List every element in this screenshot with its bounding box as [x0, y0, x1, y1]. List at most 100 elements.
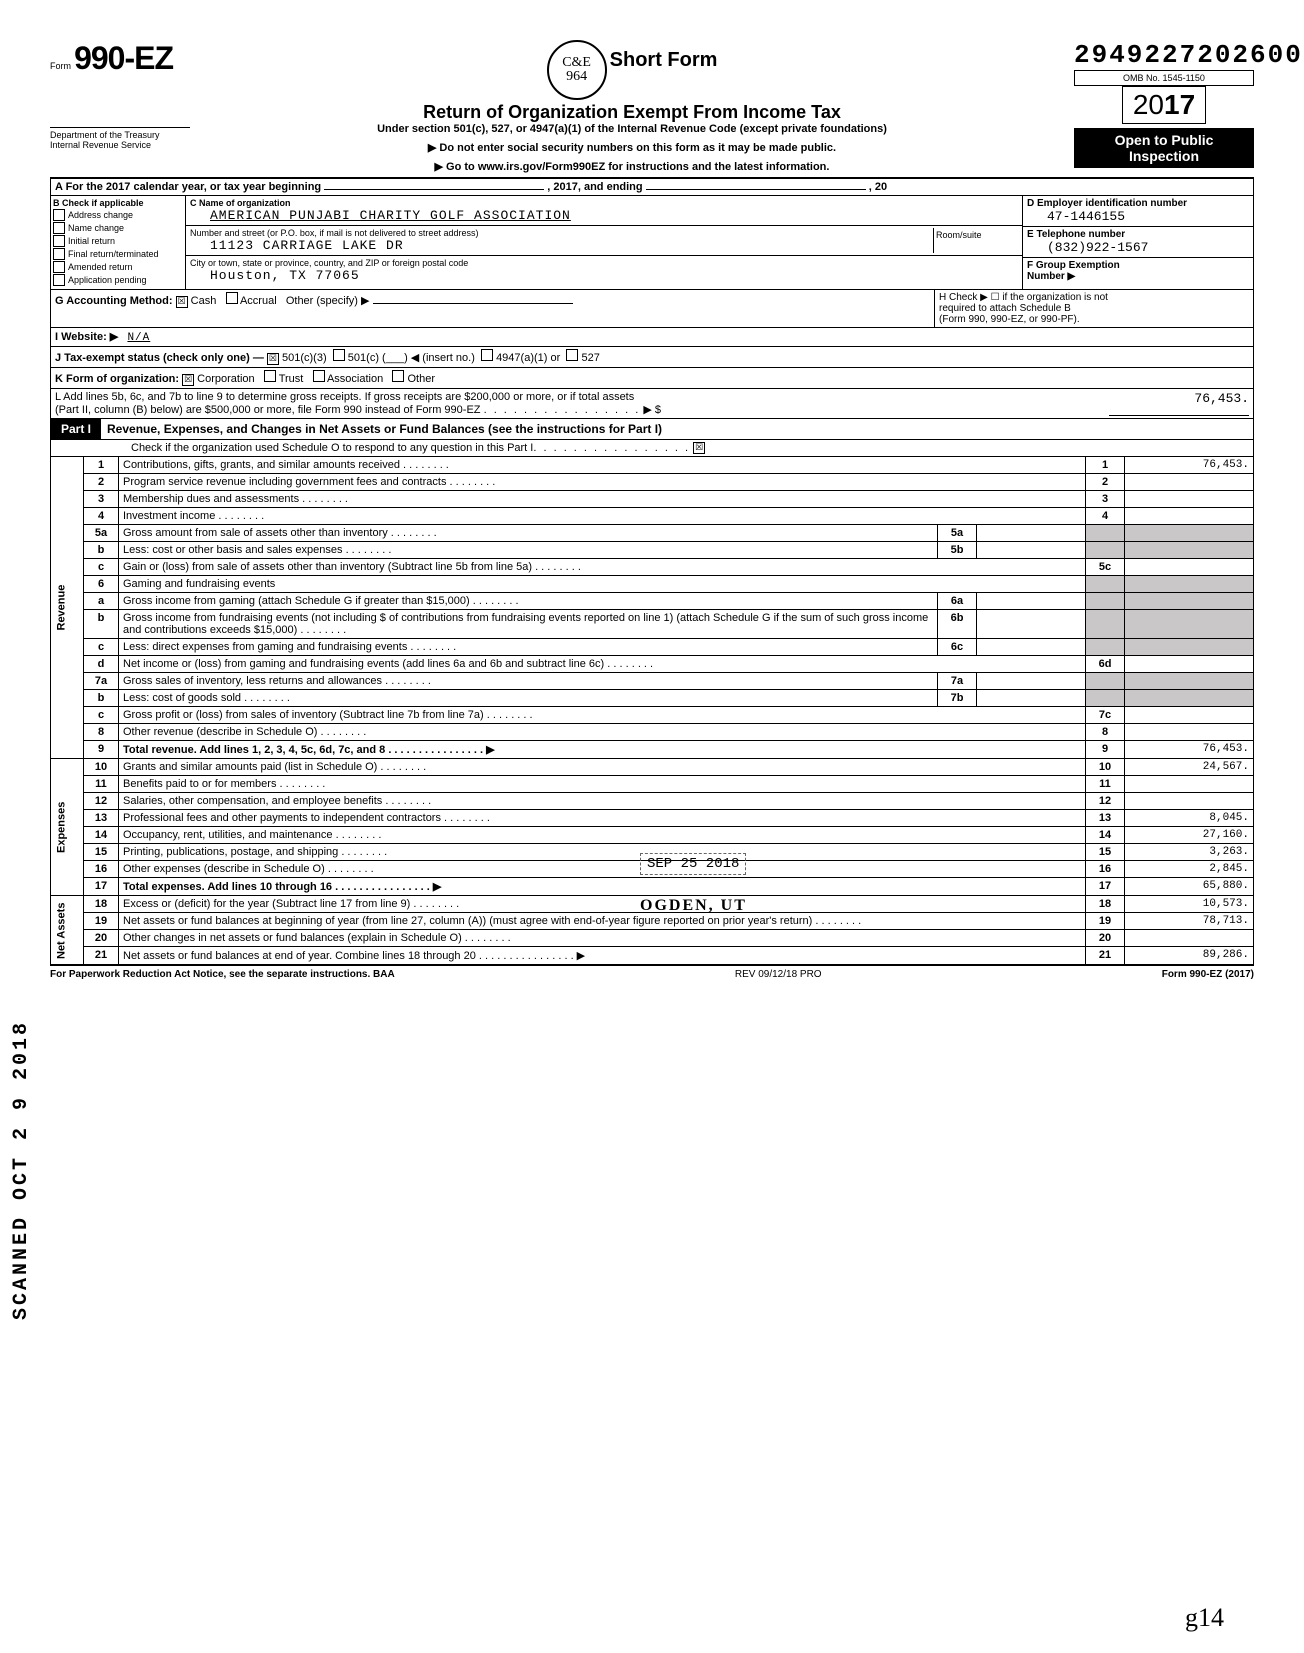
arrow-2: ▶ Go to www.irs.gov/Form990EZ for instru…	[198, 160, 1066, 173]
room-suite-label: Room/suite	[933, 228, 1018, 253]
bcd-block: B Check if applicable Address change Nam…	[50, 196, 1254, 290]
chk-527[interactable]	[566, 349, 578, 361]
line-13: 13Professional fees and other payments t…	[51, 810, 1254, 827]
amt-15: 3,263.	[1125, 844, 1254, 861]
chk-trust[interactable]	[264, 370, 276, 382]
row-a: A For the 2017 calendar year, or tax yea…	[50, 179, 1254, 196]
row-j: J Tax-exempt status (check only one) — ☒…	[50, 347, 1254, 368]
hand-initial: g14	[1185, 1603, 1224, 1633]
chk-address-change[interactable]: Address change	[53, 209, 183, 221]
amt-16: 2,845.	[1125, 861, 1254, 878]
col-b: B Check if applicable Address change Nam…	[51, 196, 186, 289]
org-street: 11123 CARRIAGE LAKE DR	[190, 238, 933, 253]
chk-amended-return[interactable]: Amended return	[53, 261, 183, 273]
amt-3	[1125, 491, 1254, 508]
line-b: bLess: cost of goods sold . . . . . . . …	[51, 690, 1254, 707]
ein: 47-1446155	[1027, 209, 1249, 224]
chk-assoc[interactable]	[313, 370, 325, 382]
line-6: 6Gaming and fundraising events	[51, 576, 1254, 593]
amt-4	[1125, 508, 1254, 525]
arrow-1: ▶ Do not enter social security numbers o…	[198, 141, 1066, 154]
return-title: Return of Organization Exempt From Incom…	[198, 102, 1066, 123]
amt-20	[1125, 930, 1254, 947]
amt-6d	[1125, 656, 1254, 673]
open-public: Open to Public Inspection	[1074, 128, 1254, 168]
side-label: Revenue	[51, 457, 84, 759]
line-7a: 7aGross sales of inventory, less returns…	[51, 673, 1254, 690]
l-amount: 76,453.	[1109, 391, 1249, 416]
amt-21: 89,286.	[1125, 947, 1254, 965]
amt-2	[1125, 474, 1254, 491]
chk-name-change[interactable]: Name change	[53, 222, 183, 234]
lines-table: Revenue1Contributions, gifts, grants, an…	[50, 457, 1254, 965]
amt-11	[1125, 776, 1254, 793]
chk-accrual[interactable]	[226, 292, 238, 304]
row-k: K Form of organization: ☒ Corporation Tr…	[50, 368, 1254, 389]
line-b: bLess: cost or other basis and sales exp…	[51, 542, 1254, 559]
amt-7c	[1125, 707, 1254, 724]
chk-schedule-o[interactable]: ☒	[693, 442, 705, 454]
form-prefix: Form	[50, 61, 71, 71]
part1-check: Check if the organization used Schedule …	[50, 440, 1254, 457]
amt-8	[1125, 724, 1254, 741]
under-section: Under section 501(c), 527, or 4947(a)(1)…	[198, 123, 1066, 135]
line-c: cLess: direct expenses from gaming and f…	[51, 639, 1254, 656]
side-label: Expenses	[51, 759, 84, 896]
chk-other[interactable]	[392, 370, 404, 382]
chk-initial-return[interactable]: Initial return	[53, 235, 183, 247]
handwritten-id: 294922720260008	[1074, 40, 1254, 70]
scanned-stamp: SCANNED OCT 2 9 2018	[10, 1020, 33, 1320]
omb-number: OMB No. 1545-1150	[1074, 70, 1254, 86]
org-name: AMERICAN PUNJABI CHARITY GOLF ASSOCIATIO…	[190, 208, 1018, 223]
col-c: C Name of organization AMERICAN PUNJABI …	[186, 196, 1022, 289]
line-3: 3Membership dues and assessments . . . .…	[51, 491, 1254, 508]
line-1: Revenue1Contributions, gifts, grants, an…	[51, 457, 1254, 474]
line-c: cGain or (loss) from sale of assets othe…	[51, 559, 1254, 576]
line-10: Expenses10Grants and similar amounts pai…	[51, 759, 1254, 776]
amt-1: 76,453.	[1125, 457, 1254, 474]
footer-mid: REV 09/12/18 PRO	[735, 969, 822, 980]
line-b: bGross income from fundraising events (n…	[51, 610, 1254, 639]
website: N/A	[127, 332, 150, 344]
line-4: 4Investment income . . . . . . . .4	[51, 508, 1254, 525]
line-11: 11Benefits paid to or for members . . . …	[51, 776, 1254, 793]
line-8: 8Other revenue (describe in Schedule O) …	[51, 724, 1254, 741]
footer-right: Form 990-EZ (2017)	[1162, 969, 1254, 980]
line-c: cGross profit or (loss) from sales of in…	[51, 707, 1254, 724]
circle-stamp: C&E 964	[547, 40, 607, 100]
form-number: 990-EZ	[74, 40, 173, 76]
amt-5c	[1125, 559, 1254, 576]
line-19: 19Net assets or fund balances at beginni…	[51, 913, 1254, 930]
line-12: 12Salaries, other compensation, and empl…	[51, 793, 1254, 810]
chk-corp[interactable]: ☒	[182, 374, 194, 386]
chk-4947[interactable]	[481, 349, 493, 361]
chk-cash[interactable]: ☒	[176, 296, 188, 308]
short-form-title: Short Form	[610, 49, 718, 71]
amt-18: 10,573.	[1125, 896, 1254, 913]
line-20: 20Other changes in net assets or fund ba…	[51, 930, 1254, 947]
part1-header: Part I Revenue, Expenses, and Changes in…	[50, 419, 1254, 440]
row-g: G Accounting Method: ☒ Cash Accrual Othe…	[50, 290, 1254, 328]
chk-application-pending[interactable]: Application pending	[53, 274, 183, 286]
line-d: dNet income or (loss) from gaming and fu…	[51, 656, 1254, 673]
amt-14: 27,160.	[1125, 827, 1254, 844]
amt-9: 76,453.	[1125, 741, 1254, 759]
footer-left: For Paperwork Reduction Act Notice, see …	[50, 969, 395, 980]
amt-13: 8,045.	[1125, 810, 1254, 827]
amt-12	[1125, 793, 1254, 810]
dept-treasury: Department of the Treasury	[50, 127, 190, 140]
chk-501c3[interactable]: ☒	[267, 353, 279, 365]
amt-17: 65,880.	[1125, 878, 1254, 896]
amt-19: 78,713.	[1125, 913, 1254, 930]
form-header: Form 990-EZ Department of the Treasury I…	[50, 40, 1254, 179]
h-block: H Check ▶ ☐ if the organization is not r…	[934, 290, 1253, 327]
side-label: Net Assets	[51, 896, 84, 965]
line-9: 9Total revenue. Add lines 1, 2, 3, 4, 5c…	[51, 741, 1254, 759]
col-d: D Employer identification number 47-1446…	[1022, 196, 1253, 289]
line-14: 14Occupancy, rent, utilities, and mainte…	[51, 827, 1254, 844]
chk-501c[interactable]	[333, 349, 345, 361]
line-2: 2Program service revenue including gover…	[51, 474, 1254, 491]
footer: For Paperwork Reduction Act Notice, see …	[50, 965, 1254, 983]
dept-irs: Internal Revenue Service	[50, 140, 190, 150]
chk-final-return[interactable]: Final return/terminated	[53, 248, 183, 260]
